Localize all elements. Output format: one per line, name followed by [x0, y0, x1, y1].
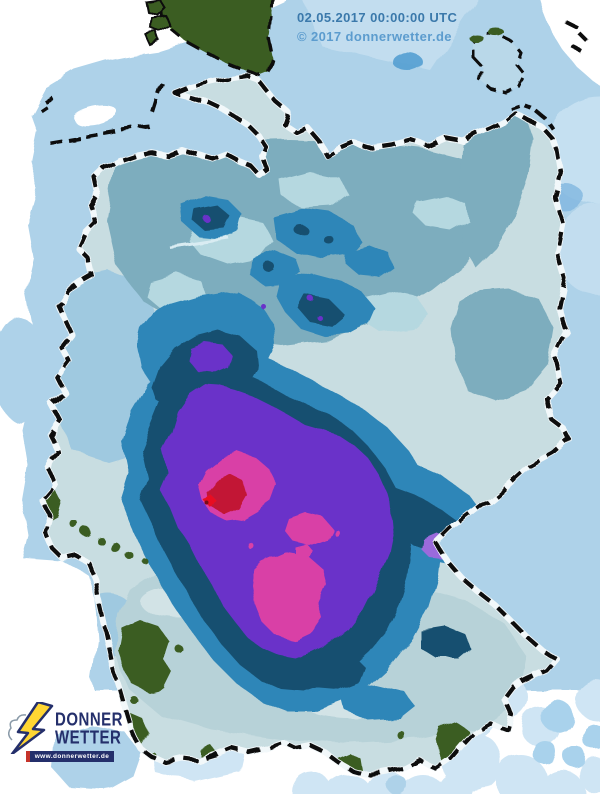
- bottom-scallops: [292, 772, 473, 794]
- bottom-scallop-accent: [388, 776, 408, 794]
- crimson-core: [206, 474, 246, 514]
- usedom-coast: [509, 101, 554, 130]
- contrail-streak: [167, 235, 229, 248]
- logo-bar-accent: [26, 751, 30, 762]
- west-light-blue-region: [48, 270, 156, 462]
- north-sea-green-islands: [143, 0, 172, 47]
- denmark-landmass: [158, 0, 274, 78]
- sea-left-blob: [0, 318, 46, 422]
- cloud-gap: [73, 105, 117, 125]
- cloud-sketch-icon: [8, 714, 27, 741]
- sea-rain-patch-baltic: [393, 53, 423, 71]
- northeast-coast-dashes: [565, 20, 590, 54]
- rain-purple-core: [160, 215, 393, 658]
- dark-red-peak: [205, 501, 209, 505]
- frisian-islands: [38, 82, 164, 145]
- red-peak: [203, 494, 216, 508]
- logo-title-line2: WETTER: [55, 728, 122, 749]
- sea-arc-2: [555, 205, 600, 295]
- white-southwest: [0, 555, 98, 710]
- country-border: [39, 73, 572, 778]
- brand-logo: DONNER WETTER www.donnerwetter.de: [8, 701, 123, 767]
- copyright-label: © 2017 donnerwetter.de: [297, 29, 452, 44]
- timestamp-label: 02.05.2017 00:00:00 UTC: [297, 10, 458, 25]
- logo-url-bar: www.donnerwetter.de: [30, 751, 114, 762]
- sea-pale-band: [302, 0, 477, 70]
- ruegen-island: [471, 29, 526, 94]
- logo-title-line1: DONNER: [55, 710, 124, 731]
- lightning-bolt-icon: [8, 702, 54, 754]
